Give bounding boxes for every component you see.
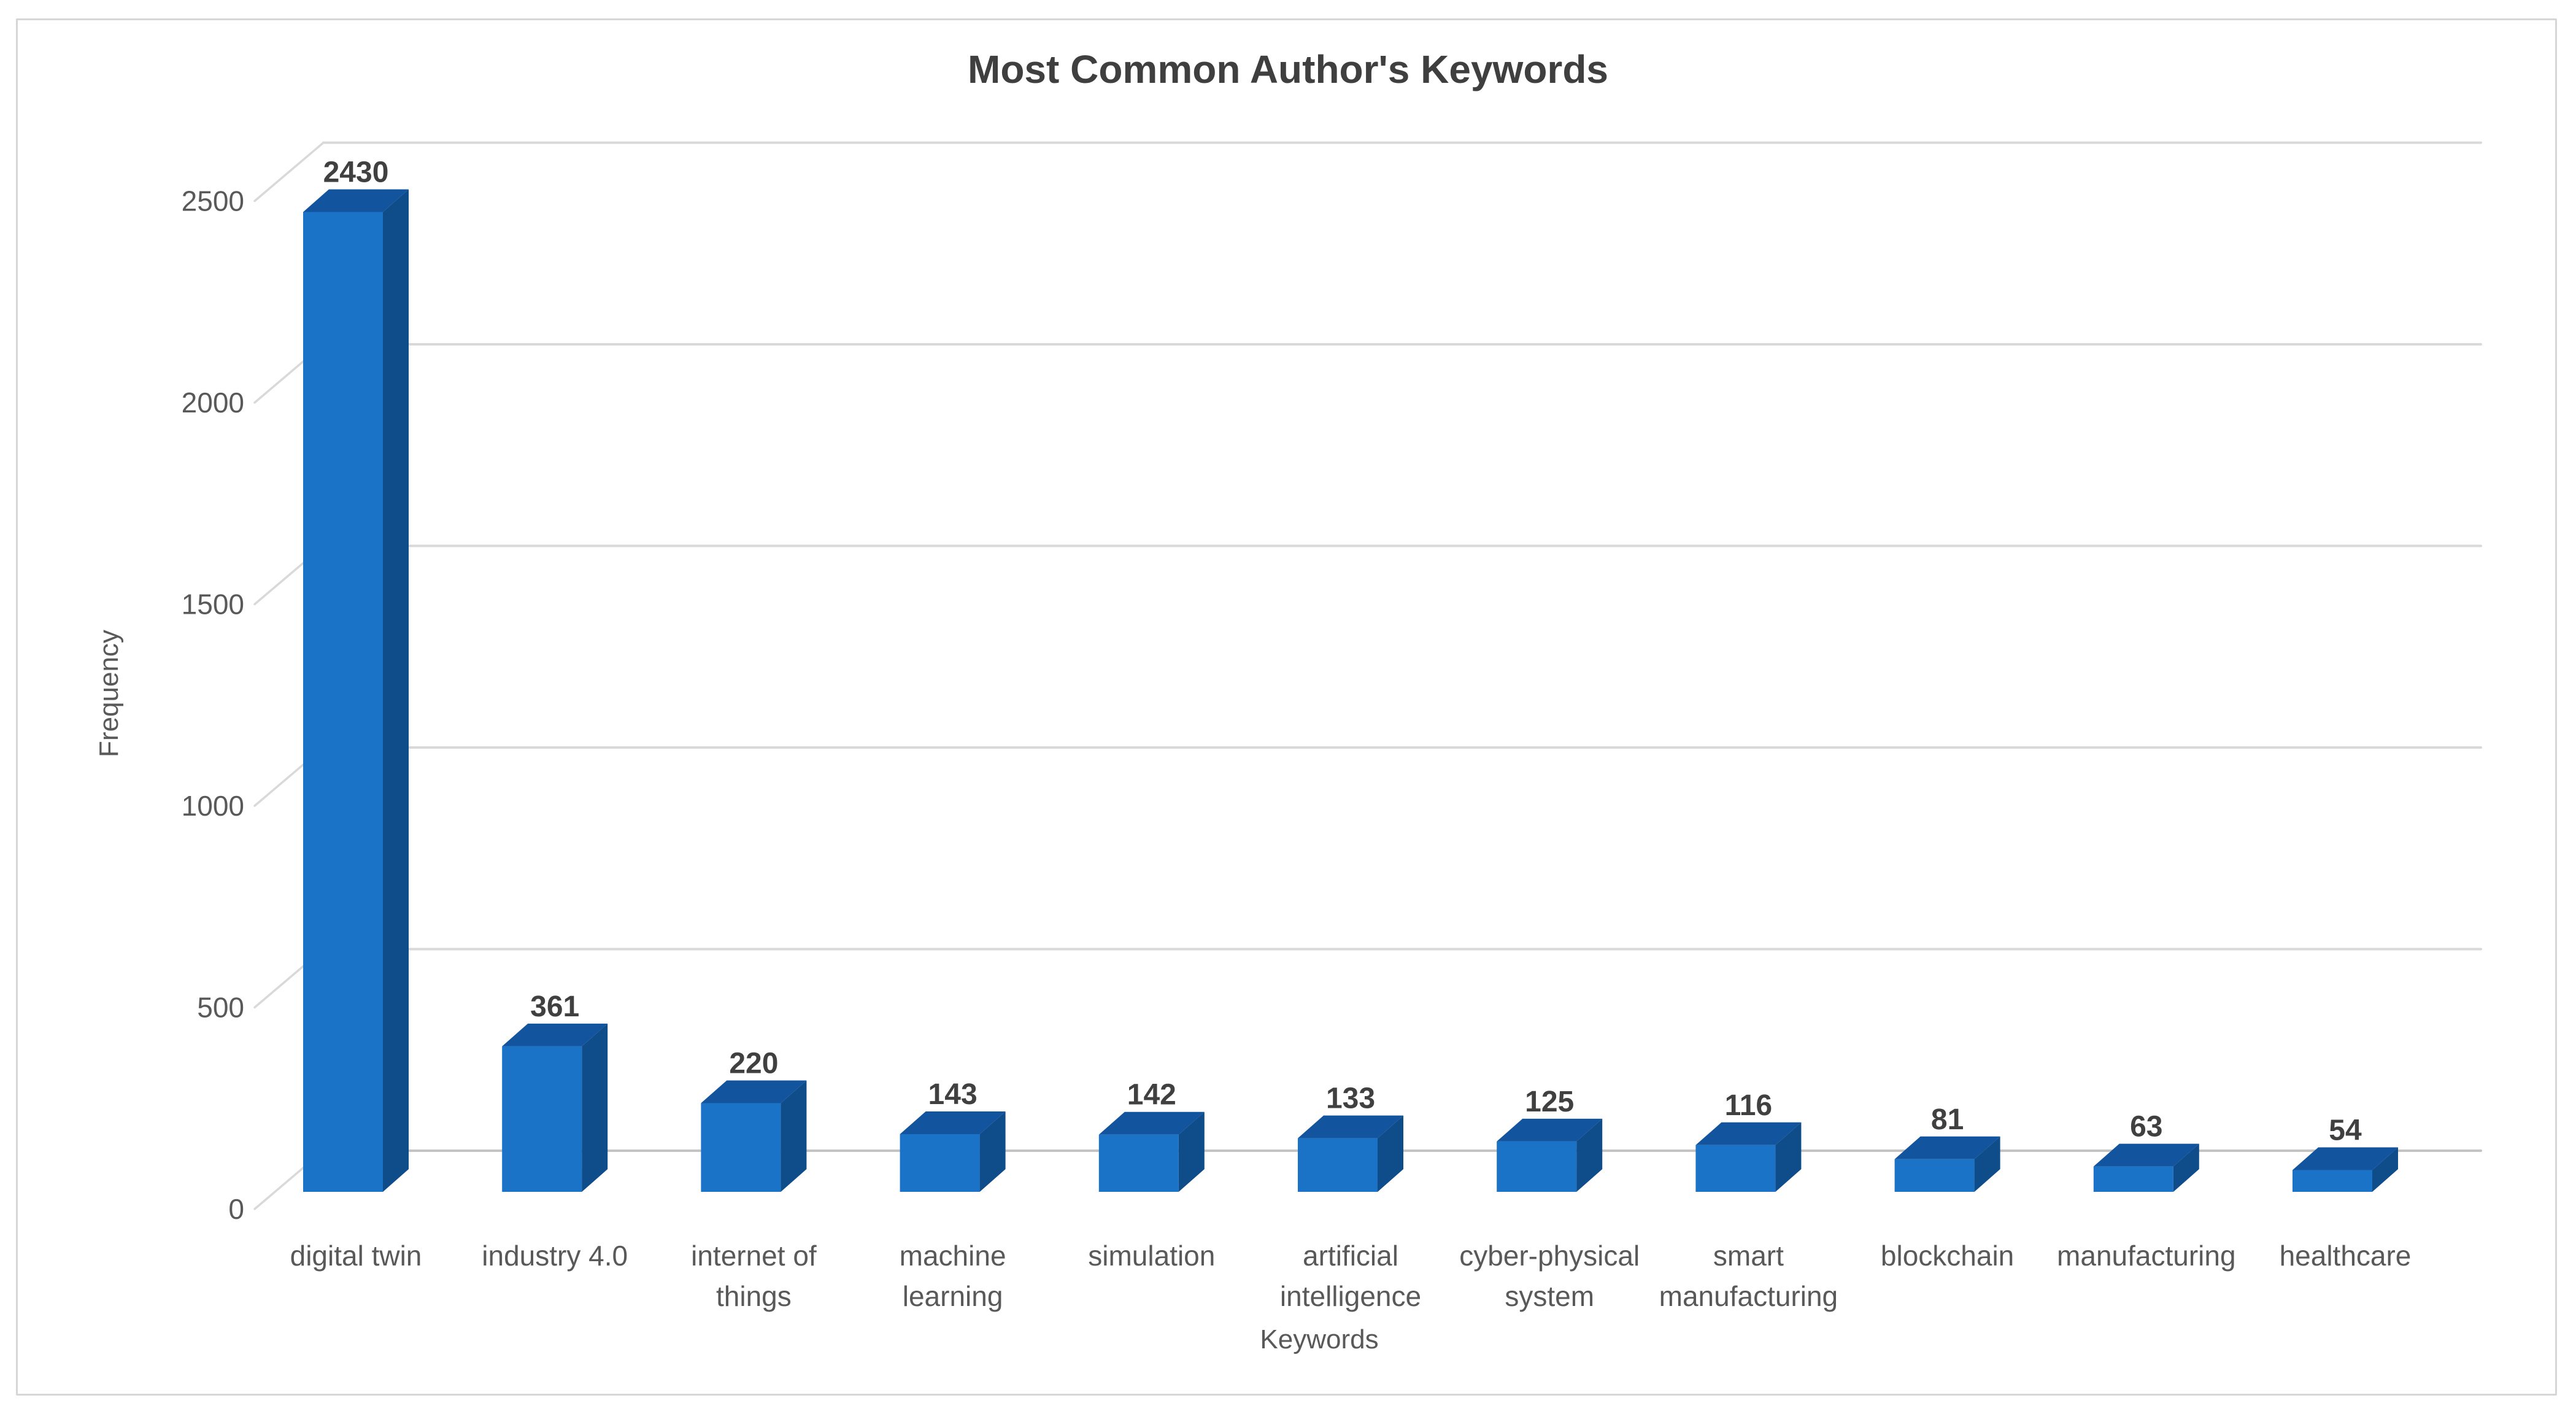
bar-top-face bbox=[1497, 1118, 1603, 1142]
bar-value-label: 133 bbox=[1326, 1083, 1375, 1115]
x-category-label: intelligence bbox=[1280, 1280, 1421, 1312]
bar-value-label: 116 bbox=[1725, 1089, 1772, 1122]
bar-value-label: 143 bbox=[928, 1078, 978, 1111]
bar-side-face bbox=[383, 189, 409, 1192]
bar-value-label: 125 bbox=[1525, 1086, 1574, 1118]
bar-value-label: 142 bbox=[1127, 1079, 1176, 1111]
chart-title: Most Common Author's Keywords bbox=[968, 47, 1608, 91]
bar-side-face bbox=[1576, 1118, 1603, 1192]
bar-front-face bbox=[1298, 1138, 1378, 1192]
bar-front-face bbox=[1497, 1141, 1577, 1192]
x-category-label: things bbox=[716, 1280, 792, 1312]
bar-side-face bbox=[781, 1080, 807, 1192]
y-tick-label-500: 500 bbox=[197, 992, 244, 1024]
bar-front-face bbox=[2293, 1170, 2372, 1192]
x-category-label: artificial bbox=[1303, 1240, 1398, 1272]
bar-side-face bbox=[1378, 1115, 1403, 1192]
bar-side-face bbox=[1974, 1136, 2000, 1192]
x-category-label: industry 4.0 bbox=[482, 1240, 628, 1272]
bar-value-label: 2430 bbox=[323, 156, 389, 188]
bar-top-face bbox=[1298, 1115, 1403, 1138]
y-tick-label-1000: 1000 bbox=[182, 790, 244, 822]
bar-top-face bbox=[1098, 1111, 1205, 1135]
bar-front-face bbox=[701, 1103, 781, 1192]
x-category-label: digital twin bbox=[290, 1240, 422, 1272]
bar-top-face bbox=[1894, 1136, 2000, 1159]
bar-value-label: 81 bbox=[1931, 1103, 1964, 1136]
x-category-label: cyber-physical bbox=[1459, 1240, 1640, 1272]
bar-front-face bbox=[900, 1134, 980, 1192]
bar-value-label: 220 bbox=[729, 1047, 778, 1080]
bar-side-face bbox=[979, 1111, 1006, 1192]
x-category-label: blockchain bbox=[1881, 1240, 2014, 1272]
bar-front-face bbox=[2093, 1166, 2173, 1192]
x-category-label: learning bbox=[903, 1280, 1003, 1312]
bar-value-label: 63 bbox=[2130, 1111, 2162, 1143]
bar-side-face bbox=[582, 1023, 608, 1192]
bar-front-face bbox=[1695, 1145, 1776, 1192]
bar-side-face bbox=[1178, 1111, 1205, 1192]
bar-top-face bbox=[2293, 1147, 2398, 1170]
bar-front-face bbox=[1894, 1159, 1975, 1192]
x-category-label: system bbox=[1505, 1280, 1594, 1312]
x-category-label: internet of bbox=[691, 1240, 817, 1272]
bar-top-face bbox=[701, 1080, 807, 1103]
x-category-label: smart bbox=[1713, 1240, 1784, 1272]
bar-value-label: 361 bbox=[530, 991, 579, 1023]
bar-front-face bbox=[1098, 1134, 1179, 1192]
x-category-label: simulation bbox=[1088, 1240, 1215, 1272]
bar-front-face bbox=[502, 1046, 582, 1192]
bar-value-label: 54 bbox=[2329, 1115, 2362, 1147]
x-axis-title: Keywords bbox=[1260, 1324, 1379, 1354]
x-category-label: manufacturing bbox=[1659, 1280, 1838, 1312]
x-category-label: manufacturing bbox=[2057, 1240, 2236, 1272]
y-tick-label-0: 0 bbox=[228, 1193, 244, 1225]
bar-top-face bbox=[1695, 1122, 1802, 1145]
bar-side-face bbox=[2173, 1143, 2199, 1192]
bar-top-face bbox=[502, 1023, 608, 1046]
bar-top-face bbox=[2093, 1143, 2199, 1167]
y-tick-label-2500: 2500 bbox=[182, 185, 244, 217]
y-tick-label-1500: 1500 bbox=[182, 589, 244, 620]
x-category-label: machine bbox=[900, 1240, 1006, 1272]
bar-side-face bbox=[2372, 1147, 2398, 1192]
bar-front-face bbox=[303, 212, 383, 1192]
x-category-label: healthcare bbox=[2280, 1240, 2412, 1272]
y-tick-label-2000: 2000 bbox=[182, 387, 244, 419]
bar-top-face bbox=[303, 189, 409, 212]
bar-side-face bbox=[1775, 1122, 1802, 1192]
tick-connector-2500 bbox=[253, 141, 325, 203]
bar-top-face bbox=[900, 1111, 1006, 1135]
